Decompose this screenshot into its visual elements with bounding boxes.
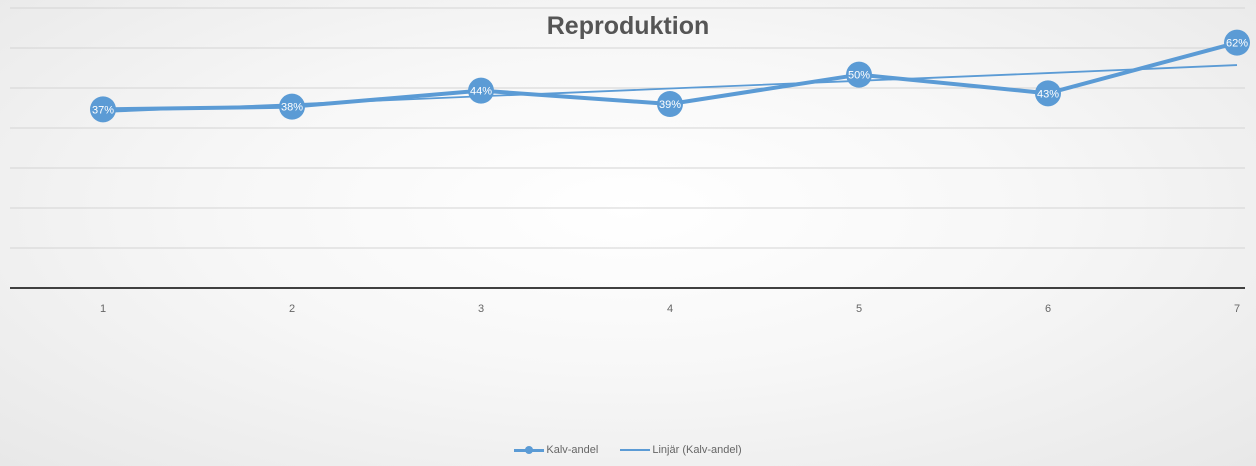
data-point xyxy=(657,91,683,117)
data-label: 44% xyxy=(470,86,492,98)
data-label: 50% xyxy=(848,70,870,82)
legend-swatch-series xyxy=(514,445,545,454)
x-tick-label: 3 xyxy=(478,303,484,315)
x-tick-label: 4 xyxy=(667,303,673,315)
x-tick-label: 6 xyxy=(1045,303,1051,315)
data-point xyxy=(1224,29,1250,56)
legend: Kalv-andel Linjär (Kalv-andel) xyxy=(0,444,1256,456)
data-point xyxy=(90,96,116,123)
data-point xyxy=(846,61,872,88)
data-label: 43% xyxy=(1037,88,1059,100)
x-tick-label: 5 xyxy=(856,303,862,315)
x-tick-label: 2 xyxy=(289,303,295,315)
data-label: 38% xyxy=(281,102,303,114)
legend-item-trendline: Linjär (Kalv-andel) xyxy=(620,444,742,456)
legend-label-series: Kalv-andel xyxy=(546,444,599,456)
data-point xyxy=(279,93,305,120)
data-label: 62% xyxy=(1226,38,1248,50)
data-label: 39% xyxy=(659,99,681,111)
data-point xyxy=(1035,80,1061,107)
legend-label-trendline: Linjär (Kalv-andel) xyxy=(652,444,742,456)
chart-title: Reproduktion xyxy=(546,12,710,40)
data-point xyxy=(468,77,494,104)
x-tick-label: 7 xyxy=(1234,303,1240,315)
legend-item-series: Kalv-andel xyxy=(514,444,598,456)
legend-swatch-trendline xyxy=(620,449,651,451)
x-tick-label: 1 xyxy=(100,303,106,315)
data-label: 37% xyxy=(92,104,114,116)
